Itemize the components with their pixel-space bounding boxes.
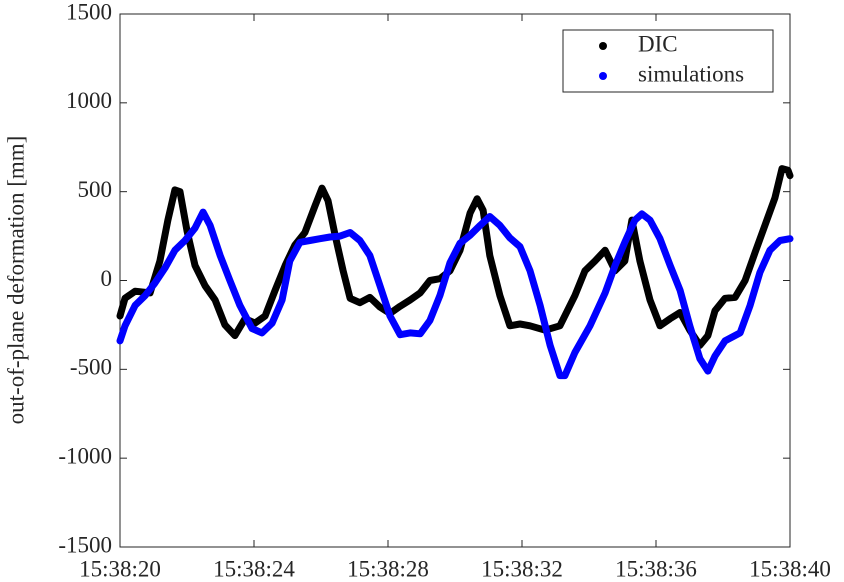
y-tick-label: 1500 xyxy=(66,0,112,24)
y-tick-label: -1500 xyxy=(58,532,112,557)
x-tick-label: 15:38:32 xyxy=(481,556,563,581)
y-tick-label: 1000 xyxy=(66,88,112,113)
y-tick-label: -500 xyxy=(70,355,112,380)
y-tick-label: 0 xyxy=(101,266,113,291)
y-axis-label: out-of-plane deformation [mm] xyxy=(3,136,28,425)
legend-box xyxy=(562,29,774,93)
x-tick-label: 15:38:20 xyxy=(79,556,161,581)
legend-marker xyxy=(599,42,607,50)
y-tick-label: -1000 xyxy=(58,443,112,468)
x-tick-label: 15:38:40 xyxy=(749,556,831,581)
x-tick-label: 15:38:24 xyxy=(213,556,295,581)
x-tick-label: 15:38:36 xyxy=(615,556,697,581)
series-line xyxy=(116,208,794,380)
x-tick-label: 15:38:28 xyxy=(347,556,429,581)
legend-marker xyxy=(599,72,607,80)
legend-label: DIC xyxy=(638,31,678,56)
y-tick-label: 500 xyxy=(78,177,113,202)
legend-label: simulations xyxy=(638,61,744,86)
